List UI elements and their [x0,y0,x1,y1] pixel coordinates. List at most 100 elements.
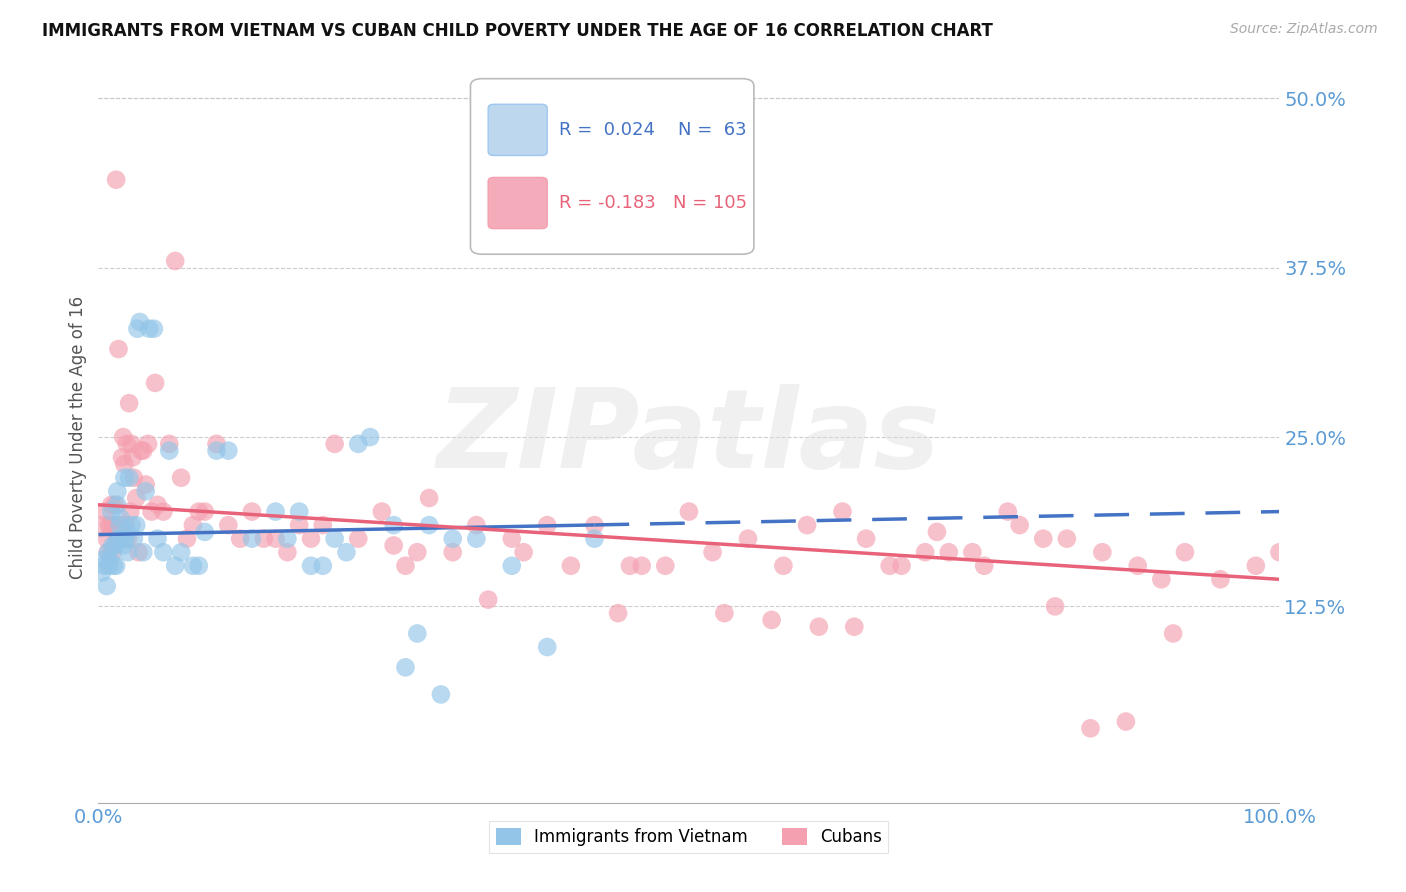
Point [98,518,121,533]
Point [105,484,128,499]
Point [1056,532,1078,546]
Point [382,538,405,552]
Point [240,505,263,519]
Point [1209,572,1232,586]
Point [299,558,322,573]
Point [181,558,204,573]
Point [98,558,121,573]
Point [288,505,311,519]
Point [170,545,193,559]
Point [96,579,118,593]
Point [157,443,180,458]
Point [914,545,936,559]
Point [118,396,141,410]
Point [1008,518,1031,533]
Point [761,613,783,627]
Point [105,498,128,512]
Point [299,532,322,546]
Point [406,545,429,559]
Point [607,606,630,620]
Point [152,545,174,559]
Text: IMMIGRANTS FROM VIETNAM VS CUBAN CHILD POVERTY UNDER THE AGE OF 16 CORRELATION C: IMMIGRANTS FROM VIETNAM VS CUBAN CHILD P… [42,22,993,40]
Point [110,511,132,525]
Point [142,322,165,336]
Point [111,450,134,465]
Point [418,518,440,533]
Point [121,450,143,465]
FancyBboxPatch shape [488,178,547,228]
Point [97,545,120,559]
Point [831,505,853,519]
Point [217,518,239,533]
Point [181,518,204,533]
Point [465,518,488,533]
Point [560,558,582,573]
Point [312,558,335,573]
Point [194,505,217,519]
Point [394,558,416,573]
Point [925,524,948,539]
Point [229,532,252,546]
Point [96,532,118,546]
Point [678,505,700,519]
Point [118,471,141,485]
Point [176,532,198,546]
Point [288,518,311,533]
Point [1126,558,1149,573]
Point [112,430,135,444]
Point [394,660,416,674]
Point [132,545,155,559]
Text: Source: ZipAtlas.com: Source: ZipAtlas.com [1230,22,1378,37]
Point [347,532,370,546]
Point [276,545,298,559]
Text: ZIPatlas: ZIPatlas [437,384,941,491]
Point [406,626,429,640]
Point [101,538,124,552]
Point [112,538,135,552]
Point [157,437,180,451]
Text: R =  0.024    N =  63: R = 0.024 N = 63 [560,121,747,139]
Point [702,545,724,559]
Point [117,545,139,559]
Point [253,532,276,546]
Point [129,443,152,458]
Point [107,532,129,546]
Point [121,518,143,533]
Point [796,518,818,533]
Point [143,376,166,390]
Point [323,532,346,546]
Point [135,477,157,491]
Y-axis label: Child Poverty Under the Age of 16: Child Poverty Under the Age of 16 [69,295,87,579]
Point [115,524,138,539]
Point [128,545,150,559]
Point [536,640,558,654]
Point [1115,714,1137,729]
Point [128,315,150,329]
Point [382,518,405,533]
Point [98,518,121,533]
Point [772,558,794,573]
Text: R = -0.183   N = 105: R = -0.183 N = 105 [560,194,747,212]
Point [117,532,139,546]
Point [120,505,142,519]
Point [165,558,187,573]
Point [855,532,877,546]
Point [962,545,984,559]
Point [335,545,357,559]
Point [110,532,132,546]
Point [973,558,995,573]
Point [108,518,131,533]
Point [138,322,160,336]
Point [115,437,138,451]
Point [1244,558,1267,573]
Point [121,437,143,451]
Point [132,443,155,458]
Point [441,545,464,559]
Point [1043,599,1066,614]
Point [276,532,298,546]
Point [737,532,759,546]
Point [93,558,115,573]
Point [103,558,125,573]
Point [107,342,129,356]
Point [91,566,114,580]
